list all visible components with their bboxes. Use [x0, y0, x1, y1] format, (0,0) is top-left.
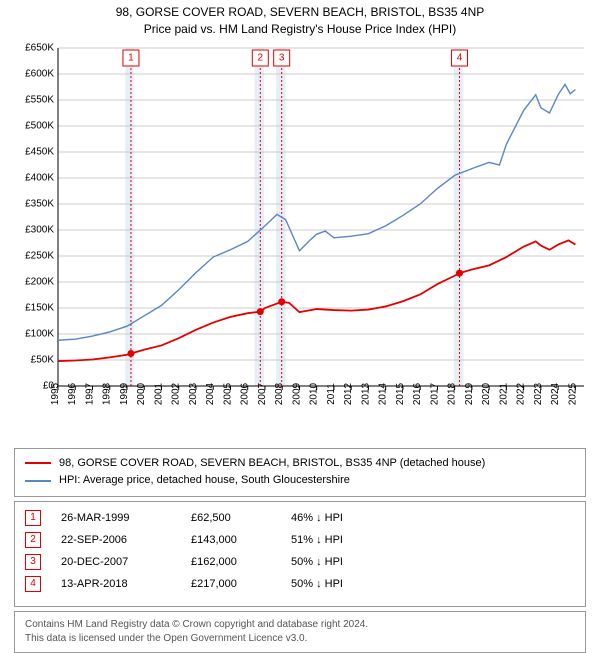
- event-marker-num: 3: [279, 52, 285, 63]
- sale-point: [278, 298, 285, 305]
- event-band: [454, 48, 463, 386]
- event-pct: 50% ↓ HPI: [291, 556, 381, 568]
- event-marker-num: 1: [128, 52, 134, 63]
- event-price: £217,000: [191, 578, 271, 590]
- event-date: 20-DEC-2007: [61, 556, 171, 568]
- attribution: Contains HM Land Registry data © Crown c…: [14, 611, 586, 653]
- y-tick-label: £100K: [25, 328, 54, 339]
- chart-area: £0£50K£100K£150K£200K£250K£300K£350K£400…: [10, 42, 590, 442]
- title-line1: 98, GORSE COVER ROAD, SEVERN BEACH, BRIS…: [0, 4, 600, 21]
- y-tick-label: £250K: [25, 250, 54, 261]
- legend-row: HPI: Average price, detached house, Sout…: [25, 472, 575, 490]
- y-tick-label: £600K: [25, 68, 54, 79]
- event-price: £162,000: [191, 556, 271, 568]
- chart-title: 98, GORSE COVER ROAD, SEVERN BEACH, BRIS…: [0, 4, 600, 38]
- y-tick-label: £500K: [25, 120, 54, 131]
- event-row: 3 20-DEC-2007 £162,000 50% ↓ HPI: [25, 554, 575, 570]
- legend-label: HPI: Average price, detached house, Sout…: [59, 472, 350, 490]
- y-tick-label: £150K: [25, 302, 54, 313]
- event-pct: 46% ↓ HPI: [291, 512, 381, 524]
- legend-row: 98, GORSE COVER ROAD, SEVERN BEACH, BRIS…: [25, 455, 575, 473]
- legend: 98, GORSE COVER ROAD, SEVERN BEACH, BRIS…: [14, 448, 586, 497]
- event-date: 22-SEP-2006: [61, 534, 171, 546]
- event-num: 4: [25, 576, 41, 592]
- footer-line2: This data is licensed under the Open Gov…: [25, 632, 575, 646]
- event-row: 2 22-SEP-2006 £143,000 51% ↓ HPI: [25, 532, 575, 548]
- event-marker-num: 4: [457, 52, 463, 63]
- event-date: 13-APR-2018: [61, 578, 171, 590]
- y-tick-label: £350K: [25, 198, 54, 209]
- event-marker-num: 2: [258, 52, 264, 63]
- series-price_paid: [58, 240, 575, 361]
- event-band: [255, 48, 264, 386]
- event-band: [125, 48, 134, 386]
- y-tick-label: £650K: [25, 42, 54, 53]
- y-tick-label: £300K: [25, 224, 54, 235]
- event-date: 26-MAR-1999: [61, 512, 171, 524]
- event-num: 2: [25, 532, 41, 548]
- y-tick-label: £550K: [25, 94, 54, 105]
- event-pct: 51% ↓ HPI: [291, 534, 381, 546]
- sale-point: [257, 308, 264, 315]
- sale-point: [127, 350, 134, 357]
- event-row: 1 26-MAR-1999 £62,500 46% ↓ HPI: [25, 510, 575, 526]
- chart-svg: £0£50K£100K£150K£200K£250K£300K£350K£400…: [10, 42, 590, 442]
- legend-label: 98, GORSE COVER ROAD, SEVERN BEACH, BRIS…: [59, 455, 485, 473]
- legend-swatch: [25, 462, 51, 464]
- series-hpi: [58, 84, 575, 340]
- event-pct: 50% ↓ HPI: [291, 578, 381, 590]
- event-num: 3: [25, 554, 41, 570]
- y-tick-label: £400K: [25, 172, 54, 183]
- sale-point: [456, 269, 463, 276]
- y-tick-label: £200K: [25, 276, 54, 287]
- y-tick-label: £50K: [31, 354, 55, 365]
- event-price: £62,500: [191, 512, 271, 524]
- event-row: 4 13-APR-2018 £217,000 50% ↓ HPI: [25, 576, 575, 592]
- event-price: £143,000: [191, 534, 271, 546]
- events-table: 1 26-MAR-1999 £62,500 46% ↓ HPI 2 22-SEP-2006…: [14, 501, 586, 607]
- y-tick-label: £450K: [25, 146, 54, 157]
- event-num: 1: [25, 510, 41, 526]
- legend-swatch: [25, 480, 51, 482]
- title-line2: Price paid vs. HM Land Registry's House …: [0, 21, 600, 38]
